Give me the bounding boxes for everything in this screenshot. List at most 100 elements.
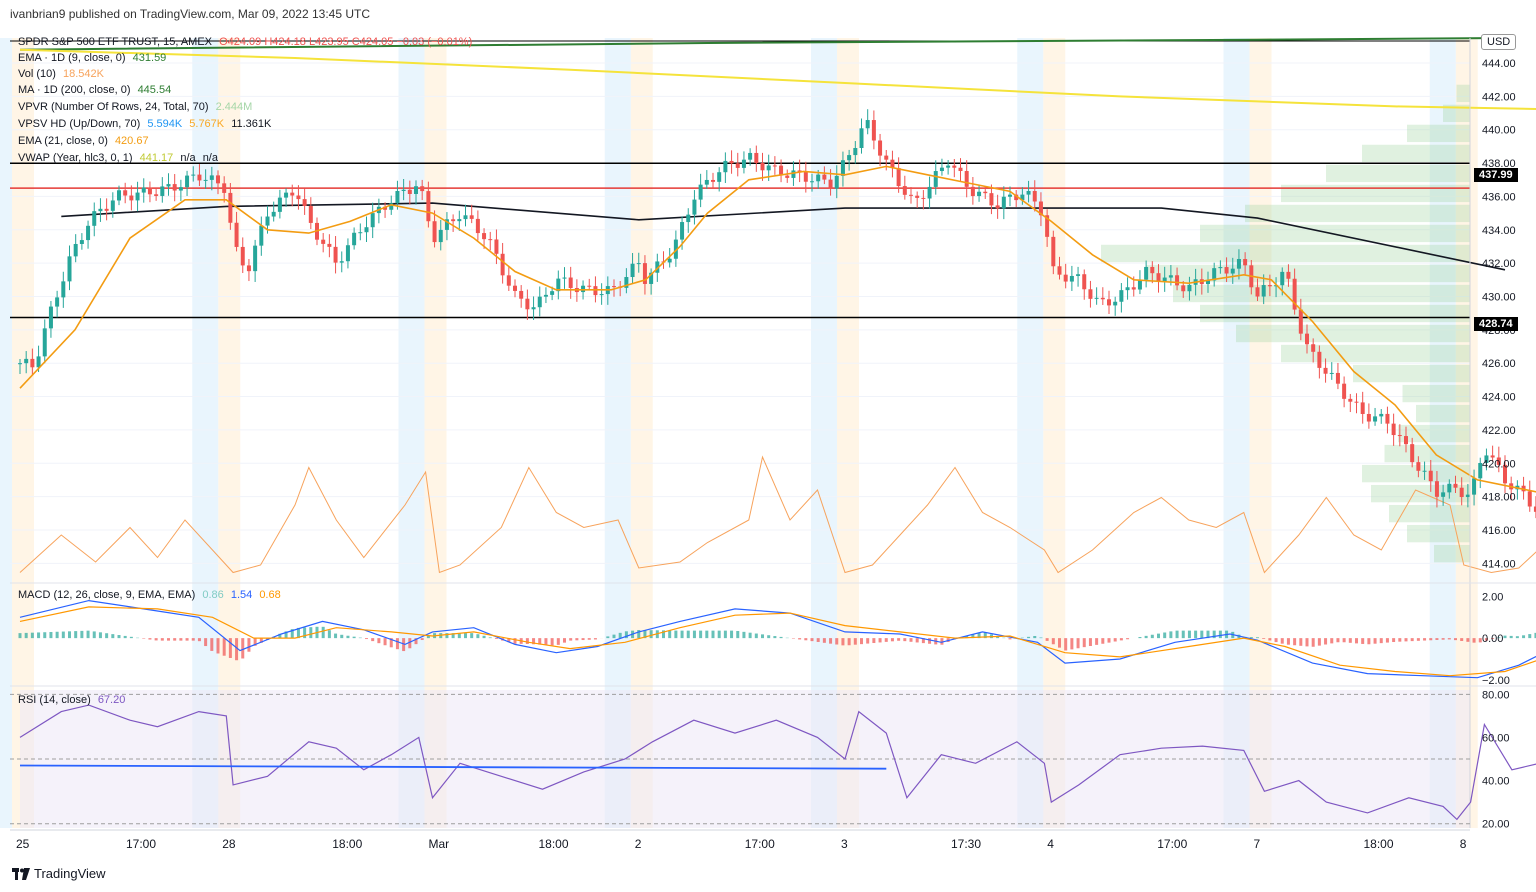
time-tick-label: 17:30 <box>951 837 981 851</box>
currency-button[interactable]: USD <box>1481 34 1517 50</box>
candle-body <box>1496 457 1501 465</box>
macd-histogram-bar <box>606 636 610 639</box>
macd-histogram-bar <box>853 638 857 645</box>
legend-vpvr[interactable]: VPVR (Number Of Rows, 24, Total, 70) 2.4… <box>18 101 256 113</box>
macd-histogram-bar <box>1299 638 1303 646</box>
macd-histogram-bar <box>383 638 387 646</box>
macd-histogram-bar <box>148 638 152 640</box>
candle-body <box>1119 290 1124 302</box>
candle-body <box>599 294 604 296</box>
candle-body <box>277 197 282 212</box>
candle-body <box>185 175 190 188</box>
vwap-upper: n/a <box>180 152 196 164</box>
rsi-tick-label: 40.00 <box>1482 776 1510 788</box>
candle-body <box>964 171 969 187</box>
candle-body <box>1503 464 1507 484</box>
macd-histogram-bar <box>1472 638 1476 643</box>
legend-vwap[interactable]: VWAP (Year, hlc3, 0, 1) 441.17 n/a n/a <box>18 152 222 164</box>
macd-tick-label: 2.00 <box>1482 591 1503 603</box>
ohlc-values: O424.09 H424.18 L423.95 C424.05 −0.03 (−… <box>219 36 473 48</box>
tradingview-footer[interactable]: TradingView <box>12 866 106 881</box>
candle-body <box>772 165 777 167</box>
macd-histogram-bar <box>377 638 381 644</box>
rsi-trendline <box>19 764 887 770</box>
price-grid <box>10 62 1470 564</box>
vpvr-bar <box>1245 204 1470 223</box>
candle-body <box>1428 470 1433 482</box>
candle-body <box>104 208 109 211</box>
candle-body <box>36 356 41 368</box>
candle-body <box>1206 280 1210 285</box>
legend-ema1d[interactable]: EMA · 1D (9, close, 0) 431.59 <box>18 52 170 64</box>
ma1d-value: 445.54 <box>137 84 172 96</box>
macd-histogram-bar <box>55 631 59 639</box>
candle-body <box>1100 297 1105 300</box>
macd-histogram-bar <box>61 631 65 639</box>
session-shading <box>0 38 1478 828</box>
price-tick-label: 414.00 <box>1482 558 1516 570</box>
vpvr-label: VPVR (Number Of Rows, 24, Total, 70) <box>18 101 209 113</box>
candle-body <box>506 275 511 286</box>
vpvr-bar <box>1434 544 1470 563</box>
rsi-tick-label: 60.00 <box>1482 732 1510 744</box>
candle-body <box>1069 275 1074 282</box>
macd-histogram-bar <box>1187 630 1191 639</box>
candle-body <box>568 277 573 289</box>
legend-macd[interactable]: MACD (12, 26, close, 9, EMA, EMA) 0.86 1… <box>18 589 285 601</box>
vpvr-bar <box>1371 484 1470 503</box>
candle-body <box>1008 194 1012 197</box>
legend-vpsv[interactable]: VPSV HD (Up/Down, 70) 5.594K 5.767K 11.3… <box>18 118 275 130</box>
candle-body <box>939 167 944 172</box>
macd-histogram-bar <box>1107 638 1111 643</box>
macd-histogram-bar <box>1070 638 1074 650</box>
candle-body <box>1230 268 1235 274</box>
candle-body <box>426 191 431 222</box>
legend-ma1d[interactable]: MA · 1D (200, close, 0) 445.54 <box>18 84 175 96</box>
macd-histogram-bar <box>1101 638 1105 644</box>
candle-body <box>1447 483 1452 493</box>
macd-histogram-bar <box>482 635 486 639</box>
legend-symbol[interactable]: SPDR S&P 500 ETF TRUST, 15, AMEX O424.09… <box>18 36 476 48</box>
macd-histogram-bar <box>1206 630 1210 639</box>
macd-histogram-bar <box>117 635 121 639</box>
macd-histogram-bar <box>1163 632 1167 639</box>
candle-body <box>216 175 220 184</box>
macd-histogram-bar <box>730 630 734 639</box>
candle-body <box>711 179 715 182</box>
macd-histogram-bar <box>569 638 573 641</box>
legend-ema21[interactable]: EMA (21, close, 0) 420.67 <box>18 135 153 147</box>
candle-body <box>178 187 183 191</box>
candles <box>18 109 1536 519</box>
vwap-lower: n/a <box>202 152 218 164</box>
candle-body <box>519 290 524 299</box>
macd-histogram-bar <box>575 638 579 641</box>
macd-histogram-bar <box>847 638 851 646</box>
legend-vol[interactable]: Vol (10) 18.542K <box>18 68 108 80</box>
candle-body <box>1385 413 1390 424</box>
moving-average-lines <box>19 37 1536 110</box>
macd-histogram-bar <box>1423 638 1427 641</box>
macd-histogram-bar <box>1045 638 1049 641</box>
ema21-value: 420.67 <box>114 135 149 147</box>
legend-rsi[interactable]: RSI (14, close) 67.20 <box>18 694 129 706</box>
macd-histogram-bar <box>1200 630 1204 639</box>
candle-body <box>1465 494 1470 498</box>
price-tick-label: 420.00 <box>1482 458 1516 470</box>
price-tick-label: 444.00 <box>1482 58 1516 70</box>
macd-histogram-bar <box>1088 638 1092 647</box>
macd-histogram-bar <box>674 630 678 639</box>
candle-body <box>537 296 542 308</box>
candle-body <box>840 160 845 176</box>
macd-histogram-bar <box>464 633 467 639</box>
candle-body <box>364 227 369 233</box>
time-tick-label: 4 <box>1047 837 1054 851</box>
candle-body <box>1329 372 1334 374</box>
macd-histogram-bar <box>204 638 208 647</box>
price-tick-label: 424.00 <box>1482 392 1516 404</box>
macd-histogram-bar <box>1361 638 1365 644</box>
macd-histogram-bar <box>1509 635 1513 639</box>
session-premarket-band <box>0 38 12 828</box>
macd-histogram-bar <box>1095 638 1099 645</box>
vpvr-bar <box>1281 344 1470 363</box>
